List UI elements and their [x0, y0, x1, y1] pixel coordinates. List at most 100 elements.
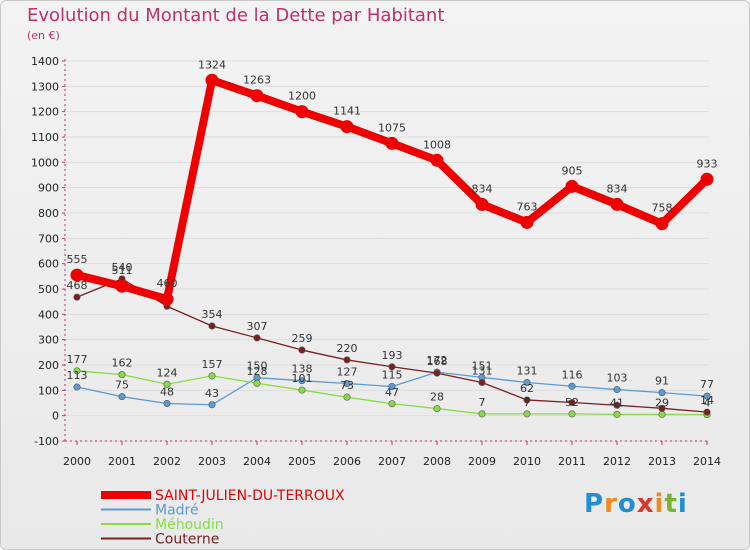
series-1-point [163, 400, 171, 408]
data-label: 307 [247, 320, 268, 333]
series-0-point [160, 292, 174, 306]
series-0-point [430, 153, 444, 167]
data-label: 41 [610, 396, 624, 409]
series-2-point [208, 372, 216, 380]
series-2-point [118, 371, 126, 379]
data-label: 150 [247, 360, 268, 373]
x-tick-label: 2011 [558, 455, 586, 468]
series-0-point [565, 179, 579, 193]
series-3-point [433, 369, 441, 377]
data-label: 834 [607, 182, 628, 195]
data-label: 128 [247, 365, 268, 378]
series-layer [70, 73, 714, 419]
data-label: 75 [115, 379, 129, 392]
series-1-point [568, 382, 576, 390]
data-label: 7 [479, 396, 486, 409]
data-label: 131 [517, 364, 538, 377]
y-tick-label: 300 [38, 334, 59, 347]
data-label: 91 [655, 375, 669, 388]
series-3-point [253, 334, 261, 342]
series-1-point [388, 383, 396, 391]
x-tick-label: 2002 [153, 455, 181, 468]
x-tick-label: 2014 [693, 455, 721, 468]
x-tick-label: 2004 [243, 455, 271, 468]
series-0-point [115, 279, 129, 293]
data-label: 127 [337, 365, 358, 378]
x-tick-label: 2006 [333, 455, 361, 468]
series-3-point [388, 363, 396, 371]
data-label: 138 [292, 363, 313, 376]
y-tick-label: 500 [38, 283, 59, 296]
data-label: 43 [205, 387, 219, 400]
data-label: 151 [472, 359, 493, 372]
y-tick-label: 1300 [31, 80, 59, 93]
series-3-point [523, 396, 531, 404]
series-0-point [70, 268, 84, 282]
data-label: 460 [157, 277, 178, 290]
data-label: 540 [112, 261, 133, 274]
data-label: 511 [112, 264, 133, 277]
x-tick-label: 2010 [513, 455, 541, 468]
y-tick-label: 200 [38, 359, 59, 372]
data-label: 193 [382, 349, 403, 362]
series-0-point [610, 197, 624, 211]
series-2-point [478, 410, 486, 418]
series-0-point [295, 105, 309, 119]
data-label: 763 [517, 200, 538, 213]
data-label: 47 [385, 386, 399, 399]
data-label: 168 [427, 355, 448, 368]
series-0-point [340, 120, 354, 134]
series-0-point [520, 215, 534, 229]
data-label: 172 [427, 354, 448, 367]
series-3-point [568, 398, 576, 406]
data-labels-layer: 555 511 460 1324 1263 1200 1141 1075 1008 834 763 9… [67, 58, 718, 409]
data-label: 468 [67, 279, 88, 292]
series-2-point [388, 400, 396, 408]
data-label: 7 [524, 396, 531, 409]
x-tick-label: 2001 [108, 455, 136, 468]
data-label: 4 [704, 397, 711, 410]
x-tick-label: 2005 [288, 455, 316, 468]
series-1-point [343, 379, 351, 387]
data-label: 220 [337, 342, 358, 355]
series-0-point [385, 136, 399, 150]
x-tick-label: 2000 [63, 455, 91, 468]
series-1-point [523, 378, 531, 386]
data-label: 14 [700, 394, 714, 407]
x-tick-label: 2007 [378, 455, 406, 468]
series-0-point [205, 73, 219, 87]
data-label: 131 [472, 364, 493, 377]
y-tick-label: 100 [38, 384, 59, 397]
y-tick-label: 1100 [31, 131, 59, 144]
y-tick-label: 1400 [31, 55, 59, 68]
series-2-point [658, 410, 666, 418]
data-label: 162 [112, 357, 133, 370]
series-2-point [613, 410, 621, 418]
series-1-point [73, 383, 81, 391]
data-label: 115 [382, 369, 403, 382]
data-label: 555 [67, 253, 88, 266]
data-label: 1324 [198, 58, 226, 71]
data-label: 1075 [378, 121, 406, 134]
data-label: 1008 [423, 138, 451, 151]
y-tick-label: 800 [38, 207, 59, 220]
series-1-point [298, 377, 306, 385]
data-label: 933 [697, 157, 718, 170]
series-2-point [298, 386, 306, 394]
legend-label: Madré [155, 503, 199, 519]
x-tick-label: 2009 [468, 455, 496, 468]
series-2-point [343, 393, 351, 401]
series-1-point [118, 393, 126, 401]
y-tick-label: -100 [34, 435, 59, 448]
series-3-point [208, 322, 216, 330]
data-label: 29 [655, 396, 669, 409]
data-label: 48 [160, 386, 174, 399]
axes: -100 0 100 200 300 400 500 600 700 800 900 1000 1100… [31, 55, 721, 468]
y-tick-label: 400 [38, 308, 59, 321]
legend-label: Méhoudin [155, 517, 224, 533]
series-0-point [475, 197, 489, 211]
x-tick-label: 2013 [648, 455, 676, 468]
series-1-point [658, 389, 666, 397]
